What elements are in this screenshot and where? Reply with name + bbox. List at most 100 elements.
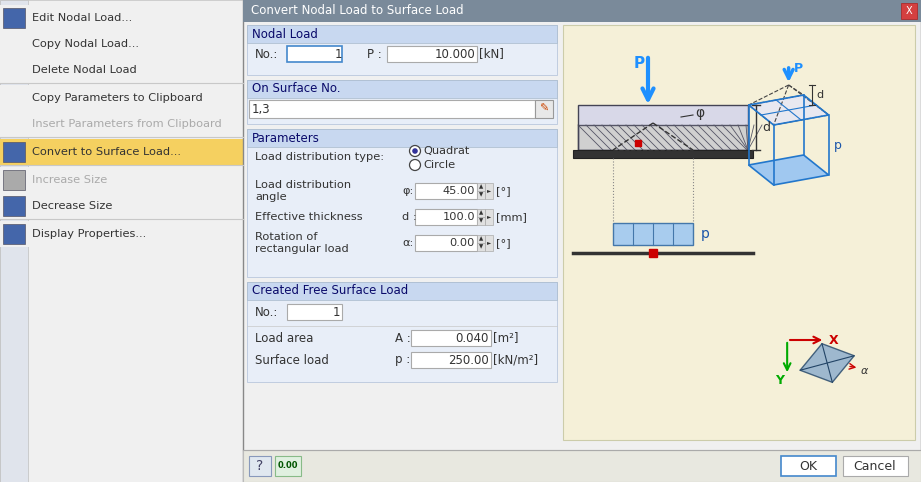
Circle shape	[410, 146, 421, 157]
Bar	[0, 193, 243, 219]
Text: φ:: φ:	[402, 186, 414, 196]
Text: On Surface No.: On Surface No.	[252, 82, 341, 95]
Bar	[563, 25, 915, 440]
Bar	[0, 57, 243, 83]
Text: 100.0: 100.0	[442, 212, 475, 222]
Polygon shape	[749, 95, 829, 125]
Bar	[485, 235, 493, 251]
Text: 250.00: 250.00	[449, 353, 489, 366]
Text: Rotation of: Rotation of	[255, 232, 318, 242]
Text: No.:: No.:	[255, 306, 278, 319]
Text: Copy Nodal Load...: Copy Nodal Load...	[32, 39, 139, 49]
Text: 10.000: 10.000	[434, 48, 475, 61]
Text: ✎: ✎	[540, 104, 549, 114]
Text: rectangular load: rectangular load	[255, 244, 349, 254]
Text: 0.00: 0.00	[278, 461, 298, 470]
Bar	[0, 5, 243, 31]
Text: Load distribution type:: Load distribution type:	[255, 152, 384, 162]
Text: ►: ►	[487, 241, 491, 245]
Text: 45.00: 45.00	[442, 186, 475, 196]
Text: Decrease Size: Decrease Size	[32, 201, 112, 211]
Text: [mm]: [mm]	[496, 212, 527, 222]
Text: No.:: No.:	[255, 48, 278, 61]
Bar	[901, 3, 917, 19]
Text: α: α	[861, 366, 869, 376]
Bar	[3, 8, 25, 28]
Bar	[415, 235, 477, 251]
Bar	[578, 105, 748, 125]
Text: ▼: ▼	[479, 244, 484, 250]
Bar	[485, 183, 493, 199]
Text: Circle: Circle	[423, 160, 455, 170]
Bar	[781, 456, 836, 476]
Bar	[247, 282, 557, 382]
Bar	[247, 129, 557, 277]
Bar	[477, 209, 485, 217]
Bar	[247, 25, 557, 75]
Text: Created Free Surface Load: Created Free Surface Load	[252, 284, 408, 297]
Text: Delete Nodal Load: Delete Nodal Load	[32, 65, 136, 75]
Bar	[249, 100, 535, 118]
Text: φ: φ	[695, 106, 705, 120]
Text: P: P	[634, 55, 645, 70]
Bar	[0, 111, 243, 137]
Bar	[415, 183, 477, 199]
Text: ?: ?	[256, 459, 263, 473]
Text: ▲: ▲	[479, 211, 484, 215]
Bar	[578, 125, 748, 150]
Text: P :: P :	[367, 48, 381, 61]
Text: Convert Nodal Load to Surface Load: Convert Nodal Load to Surface Load	[251, 4, 463, 17]
Bar	[477, 243, 485, 251]
Text: A :: A :	[395, 332, 411, 345]
Bar	[477, 235, 485, 243]
Bar	[247, 282, 557, 300]
Bar	[0, 0, 28, 482]
Text: [m²]: [m²]	[493, 332, 519, 345]
Bar	[0, 167, 243, 193]
Bar	[0, 221, 243, 247]
Bar	[535, 100, 553, 118]
Text: Nodal Load: Nodal Load	[252, 27, 318, 40]
Text: 0.040: 0.040	[456, 332, 489, 345]
Text: Y: Y	[775, 374, 784, 387]
Bar	[287, 304, 342, 320]
Bar	[247, 129, 557, 147]
Text: 1: 1	[334, 48, 342, 61]
Text: OK: OK	[799, 459, 817, 472]
Text: d: d	[762, 121, 770, 134]
Bar	[477, 217, 485, 225]
Text: Surface load: Surface load	[255, 353, 329, 366]
Text: ▼: ▼	[479, 218, 484, 224]
Bar	[0, 0, 243, 482]
Bar	[249, 456, 271, 476]
Text: Convert to Surface Load...: Convert to Surface Load...	[32, 147, 181, 157]
Bar	[613, 223, 693, 245]
Text: P: P	[794, 62, 803, 75]
Text: d :: d :	[402, 212, 416, 222]
Bar	[578, 105, 748, 150]
Bar	[247, 80, 557, 98]
Bar	[243, 450, 921, 482]
Bar	[477, 191, 485, 199]
Text: [kN]: [kN]	[479, 48, 504, 61]
Bar	[485, 209, 493, 225]
Text: 0.00: 0.00	[449, 238, 475, 248]
Text: [kN/m²]: [kN/m²]	[493, 353, 538, 366]
Text: p :: p :	[395, 353, 410, 366]
Text: ▼: ▼	[479, 192, 484, 198]
Text: 1: 1	[332, 306, 340, 319]
Bar	[243, 0, 921, 482]
Text: ►: ►	[487, 188, 491, 193]
Text: Edit Nodal Load...: Edit Nodal Load...	[32, 13, 133, 23]
Polygon shape	[800, 344, 854, 382]
Bar	[287, 46, 342, 62]
Text: Cancel: Cancel	[854, 459, 896, 472]
Text: 1,3: 1,3	[252, 103, 271, 116]
Text: Parameters: Parameters	[252, 132, 320, 145]
Text: d: d	[817, 90, 823, 100]
Circle shape	[413, 148, 418, 154]
Text: α:: α:	[402, 238, 414, 248]
Text: Load distribution: Load distribution	[255, 180, 351, 190]
Text: Display Properties...: Display Properties...	[32, 229, 146, 239]
Text: [°]: [°]	[496, 186, 510, 196]
